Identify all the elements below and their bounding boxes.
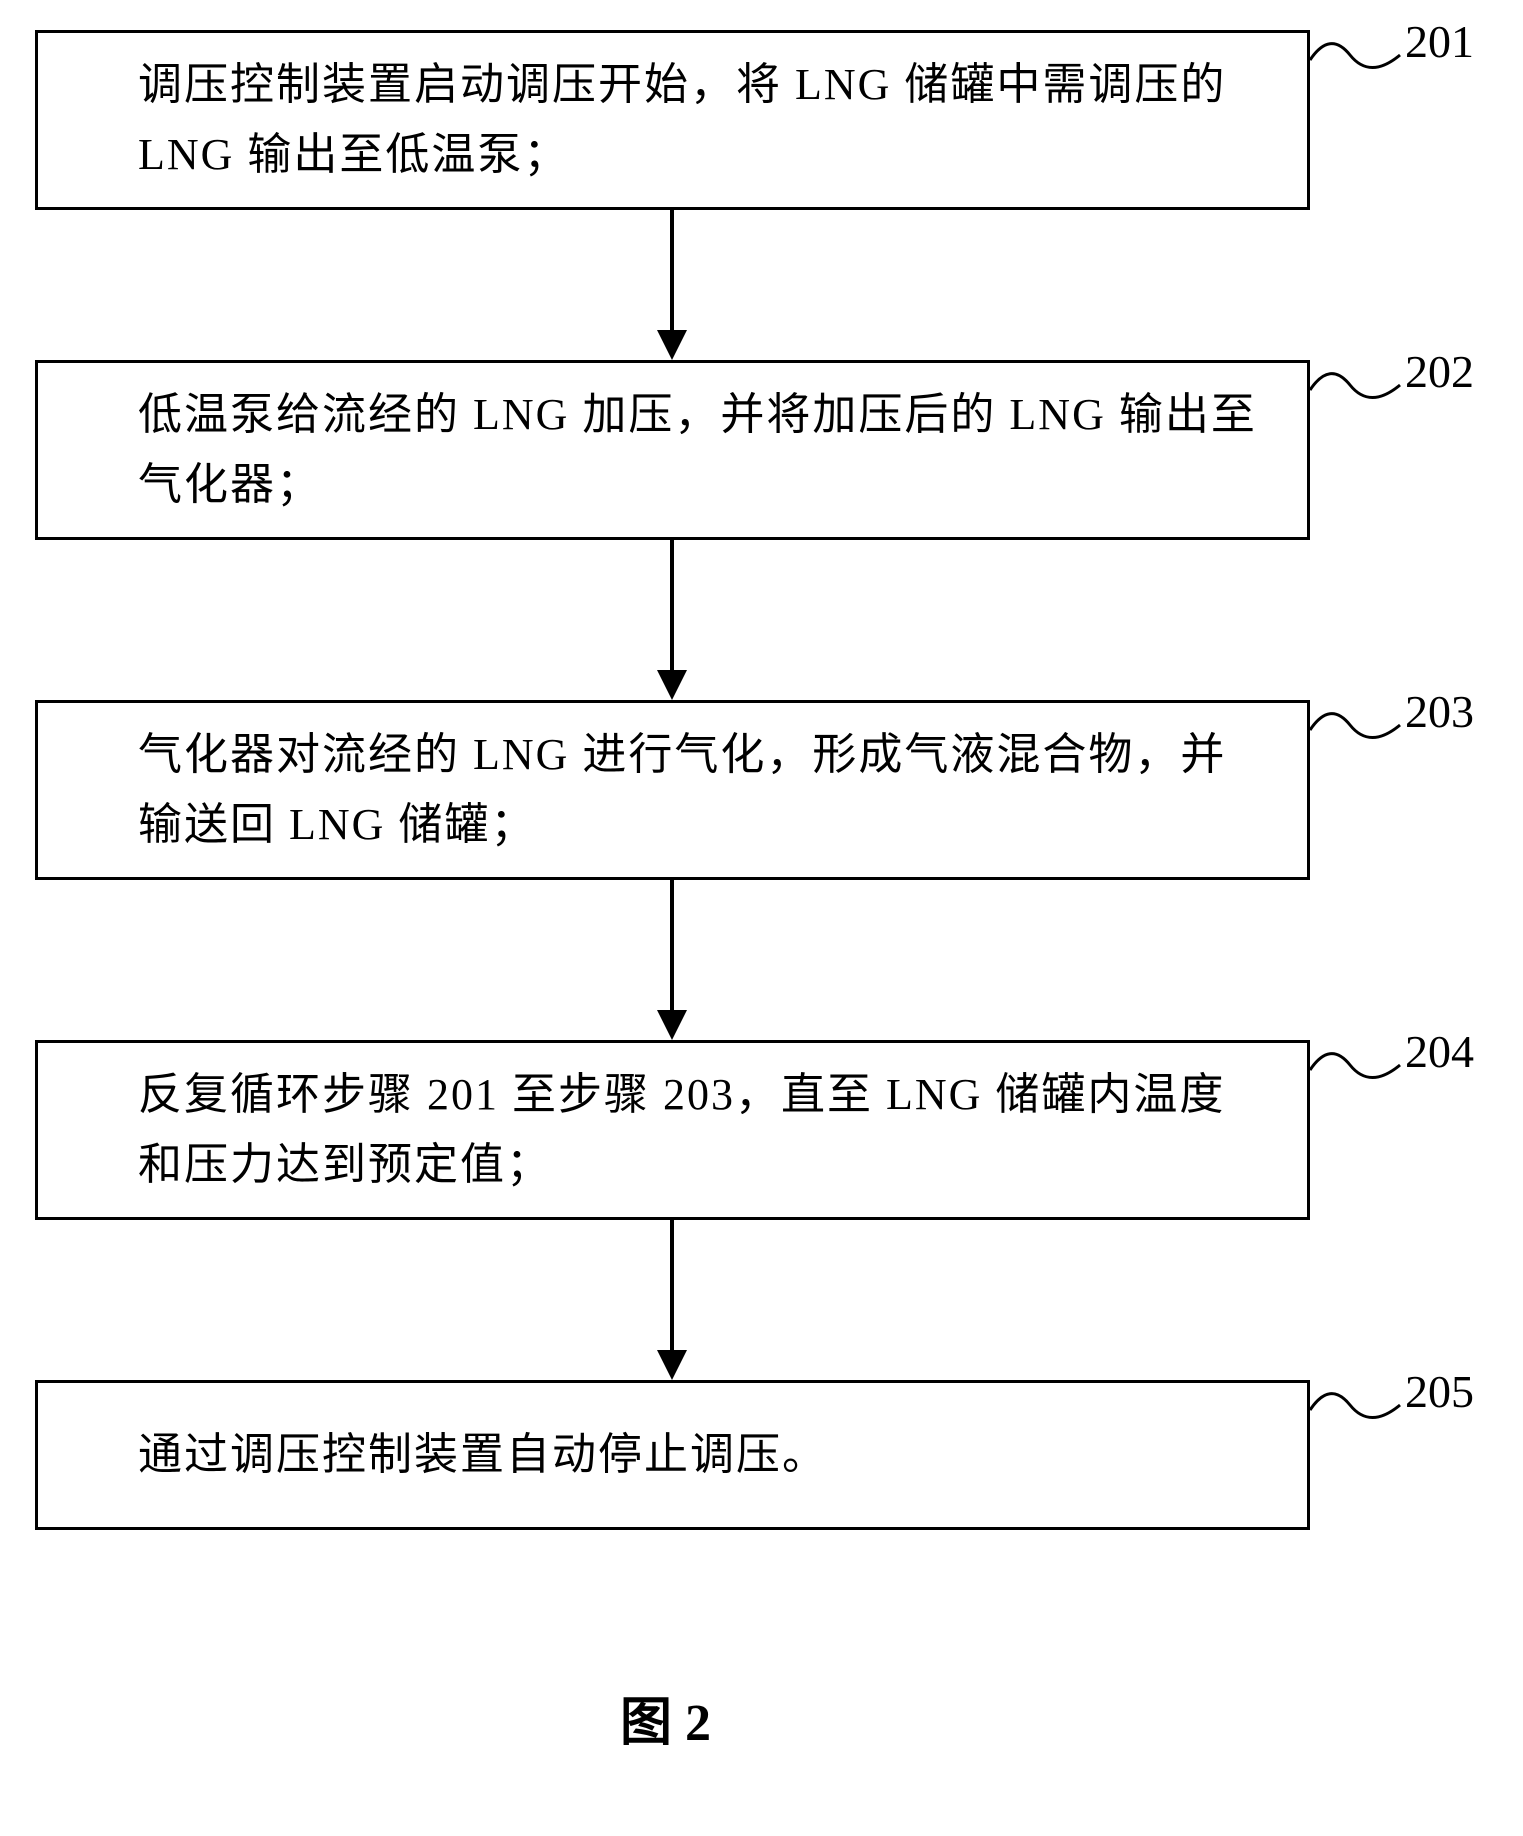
arrow-2 xyxy=(657,670,687,700)
connector-4 xyxy=(670,1220,674,1350)
step-label-202: 202 xyxy=(1405,345,1474,398)
label-connector-203 xyxy=(1310,700,1405,760)
flowchart-canvas: 调压控制装置启动调压开始，将 LNG 储罐中需调压的 LNG 输出至低温泵； 2… xyxy=(0,0,1523,1836)
step-box-201: 调压控制装置启动调压开始，将 LNG 储罐中需调压的 LNG 输出至低温泵； xyxy=(35,30,1310,210)
step-text-201: 调压控制装置启动调压开始，将 LNG 储罐中需调压的 LNG 输出至低温泵； xyxy=(138,50,1267,191)
arrow-1 xyxy=(657,330,687,360)
step-box-204: 反复循环步骤 201 至步骤 203，直至 LNG 储罐内温度和压力达到预定值； xyxy=(35,1040,1310,1220)
step-box-202: 低温泵给流经的 LNG 加压，并将加压后的 LNG 输出至气化器； xyxy=(35,360,1310,540)
figure-caption: 图 2 xyxy=(620,1680,711,1755)
label-connector-202 xyxy=(1310,360,1405,420)
step-box-203: 气化器对流经的 LNG 进行气化，形成气液混合物，并输送回 LNG 储罐； xyxy=(35,700,1310,880)
connector-3 xyxy=(670,880,674,1010)
step-label-203: 203 xyxy=(1405,685,1474,738)
step-text-203: 气化器对流经的 LNG 进行气化，形成气液混合物，并输送回 LNG 储罐； xyxy=(138,720,1267,861)
step-label-201: 201 xyxy=(1405,15,1474,68)
arrow-3 xyxy=(657,1010,687,1040)
label-connector-205 xyxy=(1310,1380,1405,1440)
connector-2 xyxy=(670,540,674,670)
arrow-4 xyxy=(657,1350,687,1380)
label-connector-201 xyxy=(1310,30,1405,90)
step-label-204: 204 xyxy=(1405,1025,1474,1078)
step-box-205: 通过调压控制装置自动停止调压。 xyxy=(35,1380,1310,1530)
step-text-205: 通过调压控制装置自动停止调压。 xyxy=(138,1420,1267,1490)
step-label-205: 205 xyxy=(1405,1365,1474,1418)
connector-1 xyxy=(670,210,674,330)
step-text-204: 反复循环步骤 201 至步骤 203，直至 LNG 储罐内温度和压力达到预定值； xyxy=(138,1060,1267,1201)
step-text-202: 低温泵给流经的 LNG 加压，并将加压后的 LNG 输出至气化器； xyxy=(138,380,1267,521)
label-connector-204 xyxy=(1310,1040,1405,1100)
